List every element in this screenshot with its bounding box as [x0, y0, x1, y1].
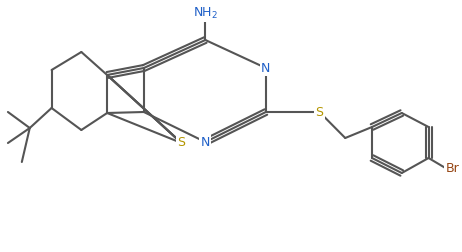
Text: S: S — [177, 137, 186, 149]
Text: Br: Br — [445, 162, 459, 174]
Text: S: S — [316, 106, 323, 118]
Text: N: N — [261, 61, 271, 75]
Text: NH$_2$: NH$_2$ — [193, 6, 218, 21]
Text: N: N — [201, 136, 210, 148]
